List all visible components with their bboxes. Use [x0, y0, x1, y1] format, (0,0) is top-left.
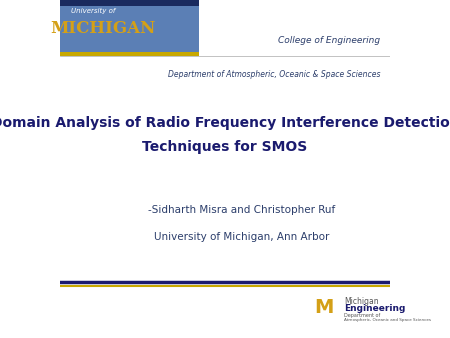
FancyBboxPatch shape [60, 52, 198, 56]
Text: Department of Atmospheric, Oceanic & Space Sciences: Department of Atmospheric, Oceanic & Spa… [168, 70, 380, 79]
Text: Department of: Department of [344, 313, 380, 317]
Text: Atmospheric, Oceanic and Space Sciences: Atmospheric, Oceanic and Space Sciences [344, 318, 431, 322]
FancyBboxPatch shape [60, 0, 198, 56]
FancyBboxPatch shape [60, 0, 198, 6]
Text: Domain Analysis of Radio Frequency Interference Detection: Domain Analysis of Radio Frequency Inter… [0, 116, 450, 130]
Text: MICHIGAN: MICHIGAN [50, 20, 156, 37]
Text: Engineering: Engineering [344, 304, 405, 313]
Text: University of Michigan, Ann Arbor: University of Michigan, Ann Arbor [154, 232, 329, 242]
Text: Techniques for SMOS: Techniques for SMOS [142, 140, 308, 154]
Text: M: M [315, 298, 334, 317]
Text: -Sidharth Misra and Christopher Ruf: -Sidharth Misra and Christopher Ruf [148, 204, 335, 215]
Text: University of: University of [71, 8, 115, 14]
Text: Michigan: Michigan [344, 297, 378, 306]
Text: College of Engineering: College of Engineering [278, 36, 380, 45]
